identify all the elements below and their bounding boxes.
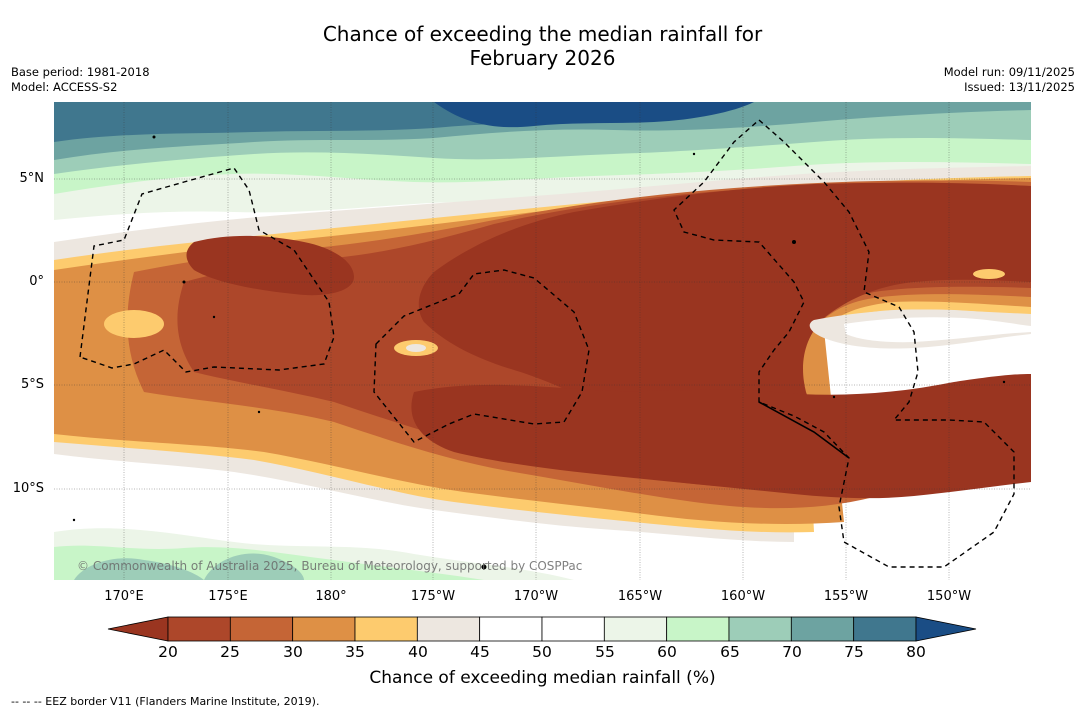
cbar-extend-high <box>915 616 977 642</box>
band-15-center <box>186 235 354 296</box>
cbar-swatch-50 <box>541 616 605 642</box>
lat-label-5s: 5°S <box>20 377 44 392</box>
lon-label-175w: 175°W <box>410 589 456 604</box>
eez-solid-line <box>758 401 850 459</box>
cbar-tick-80: 80 <box>906 643 926 661</box>
cbar-swatch-25 <box>229 616 294 642</box>
cbar-swatch-20 <box>167 616 231 642</box>
eez-phoenix <box>373 269 590 443</box>
cbar-tick-35: 35 <box>345 643 365 661</box>
cbar-tick-45: 45 <box>470 643 490 661</box>
cbar-swatch-45 <box>479 616 543 642</box>
patch-small-3 <box>104 310 164 338</box>
cbar-extend-low <box>107 616 169 642</box>
islands <box>72 135 1006 570</box>
lon-label-175e: 175°E <box>208 589 248 604</box>
cbar-tick-70: 70 <box>782 643 802 661</box>
cbar-tick-60: 60 <box>657 643 677 661</box>
cbar-tick-40: 40 <box>408 643 428 661</box>
cbar-tick-75: 75 <box>844 643 864 661</box>
copyright-text: © Commonwealth of Australia 2025, Bureau… <box>77 559 582 573</box>
lon-label-170e: 170°E <box>104 589 144 604</box>
cbar-swatch-55 <box>603 616 668 642</box>
lon-label-150w: 150°W <box>926 589 972 604</box>
lon-label-180: 180° <box>315 589 347 604</box>
title-line-2: February 2026 <box>469 46 616 70</box>
cbar-swatch-65 <box>728 616 792 642</box>
lon-label-160w: 160°W <box>720 589 766 604</box>
meta-left: Base period: 1981-2018 Model: ACCESS-S2 <box>11 65 150 94</box>
patch-east-white <box>844 317 1031 343</box>
band-15-south <box>411 374 1031 499</box>
issued-date: Issued: 13/11/2025 <box>964 79 1075 94</box>
patch-small-2 <box>406 344 426 352</box>
cbar-tick-55: 55 <box>595 643 615 661</box>
band-north-darkblue <box>434 102 754 128</box>
meta-right: Model run: 09/11/2025 Issued: 13/11/2025 <box>944 65 1075 94</box>
cbar-swatch-75 <box>853 616 917 642</box>
lon-label-170w: 170°W <box>513 589 559 604</box>
eez-line-islands <box>673 119 1015 568</box>
cbar-tick-20: 20 <box>158 643 178 661</box>
band-south-teal <box>74 553 304 580</box>
chart-title: Chance of exceeding the median rainfall … <box>0 22 1085 70</box>
patch-small-4 <box>973 269 1005 279</box>
cbar-swatch-40 <box>416 616 481 642</box>
title-line-1: Chance of exceeding the median rainfall … <box>322 22 763 46</box>
cbar-swatch-70 <box>790 616 855 642</box>
grid-lines <box>54 102 1031 580</box>
eez-kiribati-gilberts <box>79 167 335 373</box>
cbar-swatch-60 <box>666 616 730 642</box>
lat-label-0: 0° <box>29 274 44 289</box>
cbar-swatch-35 <box>354 616 418 642</box>
cbar-tick-65: 65 <box>720 643 740 661</box>
model-run: Model run: 09/11/2025 <box>943 65 1075 79</box>
eez-borders <box>79 119 1015 568</box>
cbar-swatch-30 <box>292 616 356 642</box>
colorbar-label: Chance of exceeding median rainfall (%) <box>369 668 716 688</box>
cbar-tick-25: 25 <box>220 643 240 661</box>
model-name: Model: ACCESS-S2 <box>11 79 118 94</box>
lat-label-10s: 10°S <box>12 481 44 496</box>
lon-label-165w: 165°W <box>617 589 663 604</box>
lat-label-5n: 5°N <box>19 171 45 186</box>
cbar-tick-50: 50 <box>532 643 552 661</box>
lon-label-155w: 155°W <box>823 589 869 604</box>
eez-legend-note: -- -- -- EEZ border V11 (Flanders Marine… <box>11 695 320 708</box>
base-period: Base period: 1981-2018 <box>11 65 150 79</box>
cbar-tick-30: 30 <box>283 643 303 661</box>
colorbar-swatches <box>107 616 977 642</box>
band-15 <box>418 182 1031 470</box>
rainfall-map: © Commonwealth of Australia 2025, Bureau… <box>54 102 1031 580</box>
